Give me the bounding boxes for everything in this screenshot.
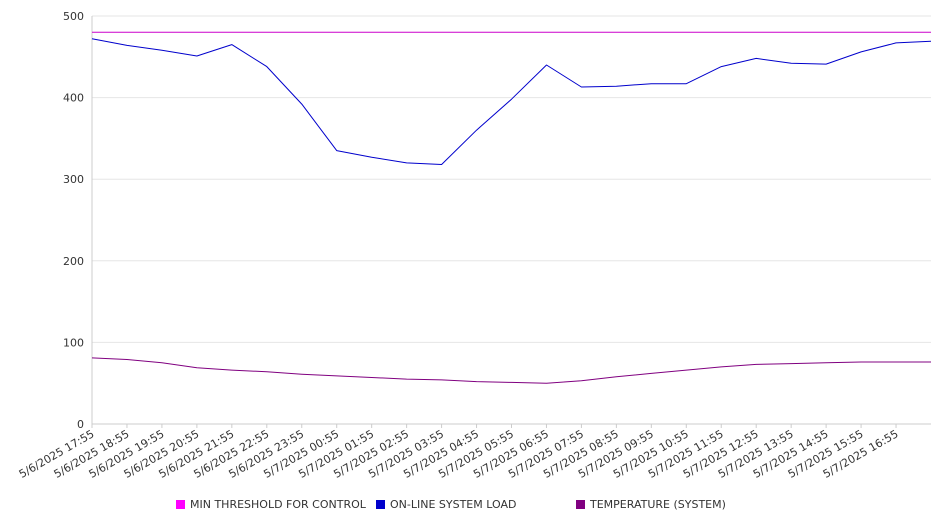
legend-swatch-system-load <box>376 500 385 509</box>
legend-label-min-threshold: MIN THRESHOLD FOR CONTROL <box>190 498 366 511</box>
y-tick-label: 300 <box>63 173 84 186</box>
x-tick-labels: 5/6/2025 17:555/6/2025 18:555/6/2025 19:… <box>17 427 901 481</box>
y-tick-label: 400 <box>63 92 84 105</box>
legend-item-temperature[interactable]: TEMPERATURE (SYSTEM) <box>576 498 726 511</box>
y-tick-label: 100 <box>63 336 84 349</box>
y-tick-label: 0 <box>77 418 84 431</box>
axes <box>91 16 931 428</box>
series-line-2 <box>91 357 931 384</box>
y-tick-labels: 0 100 200 300 400 500 <box>63 10 84 431</box>
grid-lines <box>92 15 931 343</box>
series-lines <box>91 31 932 384</box>
legend: MIN THRESHOLD FOR CONTROL ON-LINE SYSTEM… <box>0 498 946 516</box>
legend-label-system-load: ON-LINE SYSTEM LOAD <box>390 498 517 511</box>
legend-item-min-threshold[interactable]: MIN THRESHOLD FOR CONTROL <box>176 498 366 511</box>
y-tick-label: 500 <box>63 10 84 23</box>
legend-item-system-load[interactable]: ON-LINE SYSTEM LOAD <box>376 498 516 511</box>
legend-label-temperature: TEMPERATURE (SYSTEM) <box>590 498 726 511</box>
legend-swatch-min-threshold <box>176 500 185 509</box>
y-tick-label: 200 <box>63 255 84 268</box>
series-line-1 <box>91 38 932 165</box>
legend-swatch-temperature <box>576 500 585 509</box>
